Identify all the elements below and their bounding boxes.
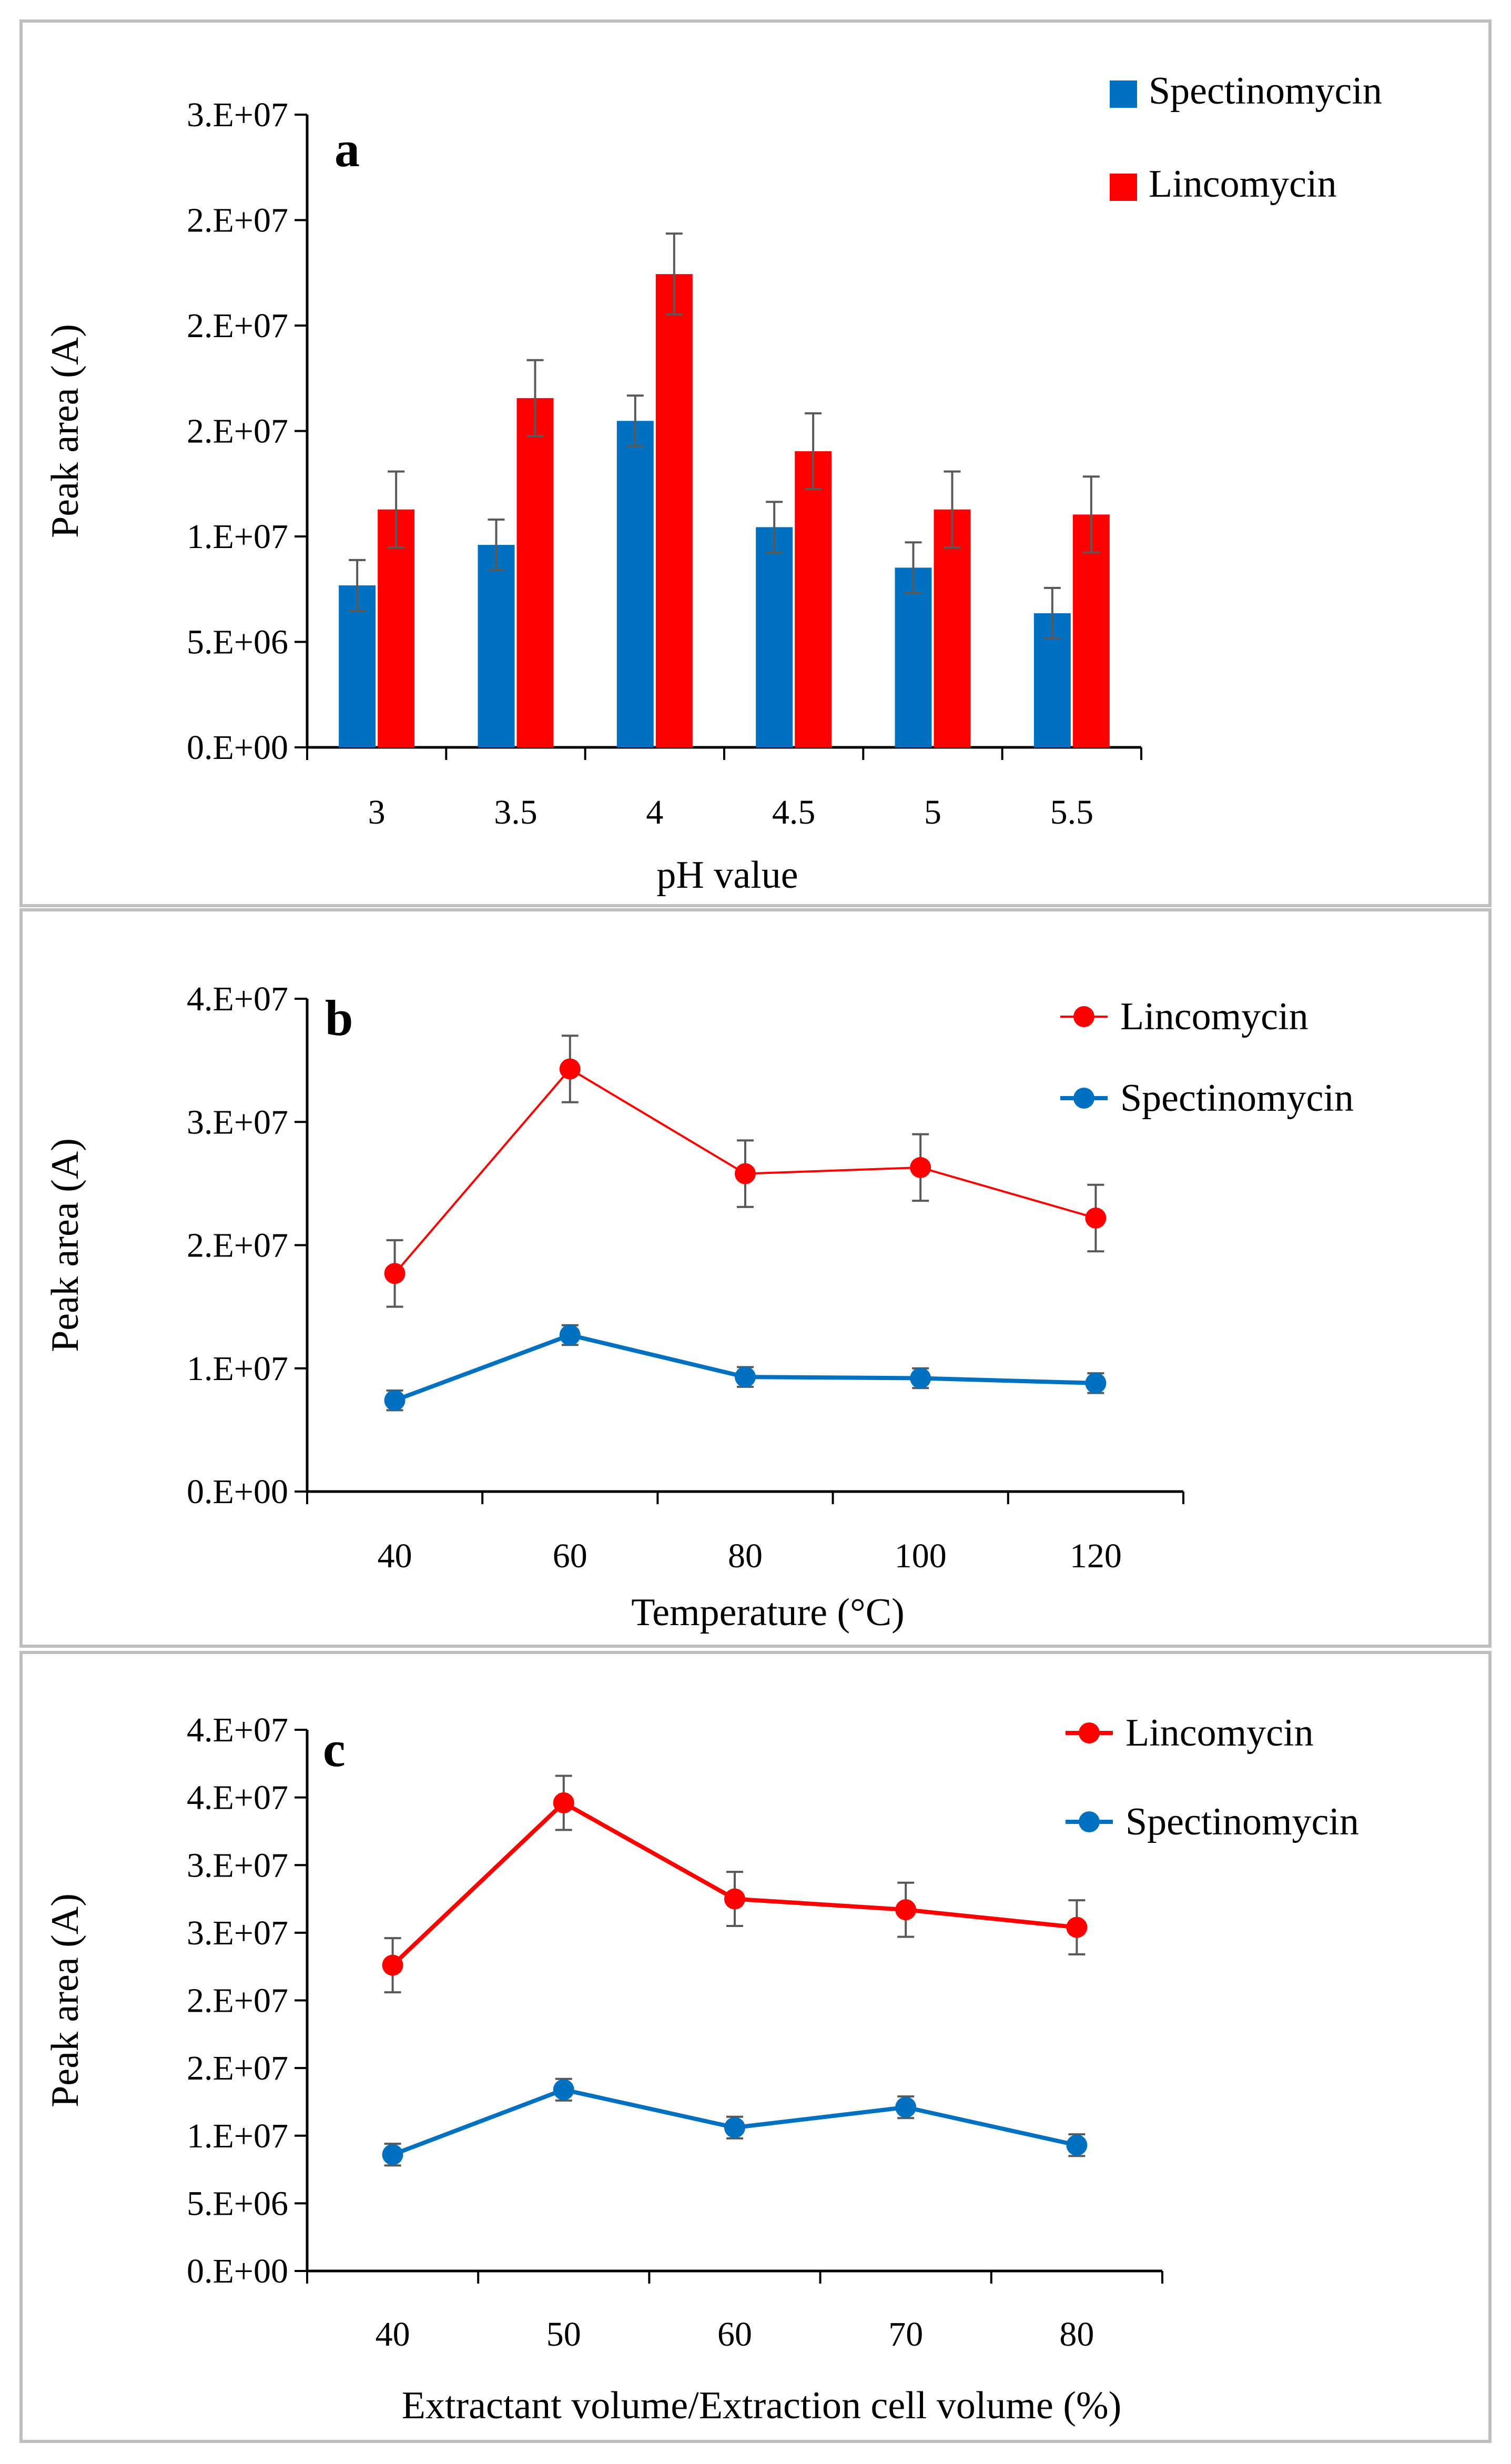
x-tick-label: 100	[895, 1537, 947, 1575]
point-spectinomycin	[382, 2144, 403, 2165]
x-tick-label: 60	[553, 1537, 587, 1575]
bar-spectinomycin	[616, 421, 654, 747]
legend-label: Spectinomycin	[1149, 69, 1382, 113]
y-tick-label: 3.E+07	[187, 96, 288, 134]
point-lincomycin	[382, 1954, 403, 1976]
chart-a: a 0.E+00 5.E+06 1.E+07 2.E+07 2.E+07 2.E+07 3.E…	[44, 69, 1382, 897]
bar-lincomycin	[655, 274, 693, 747]
y-tick-label: 5.E+06	[187, 2184, 288, 2223]
x-tick-label: 60	[717, 2315, 752, 2354]
bar-spectinomycin	[895, 567, 932, 747]
y-tick-label: 4.E+07	[187, 980, 288, 1018]
y-tick-label: 0.E+00	[187, 2252, 288, 2290]
point-lincomycin	[559, 1058, 581, 1080]
bar-spectinomycin	[478, 545, 515, 747]
x-tick-label: 70	[888, 2315, 923, 2354]
y-tick-label: 2.E+07	[187, 412, 288, 451]
legend-swatch	[1110, 174, 1137, 201]
x-tick-label: 80	[728, 1537, 763, 1575]
y-tick-label: 2.E+07	[187, 201, 288, 240]
point-lincomycin	[724, 1888, 745, 1910]
panel-letter: b	[325, 990, 353, 1046]
point-spectinomycin	[895, 2096, 917, 2118]
point-spectinomycin	[384, 1390, 405, 1411]
x-axis-label: Extractant volume/Extraction cell volume…	[402, 2384, 1122, 2427]
x-tick-label: 5.5	[1050, 793, 1094, 832]
bar-lincomycin	[934, 509, 971, 747]
point-lincomycin	[1085, 1207, 1107, 1229]
bar-lincomycin	[516, 398, 554, 747]
x-tick-label: 4	[646, 793, 663, 832]
y-tick-label: 0.E+00	[187, 728, 288, 767]
bar-spectinomycin	[756, 527, 793, 747]
x-tick-label: 50	[546, 2315, 581, 2354]
x-tick-label: 40	[378, 1537, 412, 1575]
panel-b-frame	[19, 908, 1492, 1648]
legend-marker	[1073, 1088, 1094, 1109]
y-tick-label: 3.E+07	[187, 1846, 288, 1884]
point-spectinomycin	[910, 1367, 931, 1389]
point-spectinomycin	[724, 2117, 745, 2138]
point-spectinomycin	[553, 2079, 574, 2101]
x-axis-label: pH value	[656, 854, 798, 897]
y-tick-label: 5.E+06	[187, 623, 288, 662]
y-tick-label: 4.E+07	[187, 1711, 288, 1749]
x-tick-label: 5	[924, 793, 941, 832]
x-tick-label: 80	[1059, 2315, 1094, 2354]
y-tick-label: 3.E+07	[187, 1914, 288, 1952]
legend-label: Spectinomycin	[1125, 1800, 1359, 1843]
panel-letter: c	[323, 1721, 346, 1777]
bar-spectinomycin	[339, 585, 376, 747]
y-tick-label: 2.E+07	[187, 307, 288, 345]
y-tick-label: 2.E+07	[187, 1226, 288, 1265]
x-tick-label: 40	[376, 2315, 410, 2354]
legend-marker	[1079, 1811, 1100, 1832]
x-tick-label: 120	[1070, 1537, 1122, 1575]
point-lincomycin	[384, 1263, 405, 1284]
panel-c-frame	[19, 1651, 1492, 2443]
y-tick-label: 2.E+07	[187, 1982, 288, 2020]
point-spectinomycin	[559, 1324, 581, 1346]
x-tick-label: 3.5	[494, 793, 538, 832]
legend-label: Lincomycin	[1120, 995, 1309, 1038]
legend-marker	[1079, 1722, 1100, 1743]
point-spectinomycin	[1066, 2134, 1088, 2156]
y-tick-label: 0.E+00	[187, 1473, 288, 1511]
x-tick-label: 3	[368, 793, 386, 832]
point-lincomycin	[895, 1899, 917, 1921]
x-tick-label: 4.5	[772, 793, 816, 832]
y-tick-label: 2.E+07	[187, 2049, 288, 2087]
point-lincomycin	[1066, 1917, 1088, 1938]
y-axis-label: Peak area (A)	[44, 324, 87, 538]
chart-b: b 0.E+00 1.E+07 2.E+07 3.E+07 4.E+07 Peak area…	[44, 980, 1354, 1634]
y-tick-label: 3.E+07	[187, 1103, 288, 1141]
y-axis-label: Peak area (A)	[44, 1138, 87, 1352]
point-lincomycin	[553, 1792, 574, 1813]
bar-lincomycin	[795, 451, 832, 747]
panel-letter: a	[334, 121, 360, 177]
legend-marker	[1073, 1006, 1094, 1027]
chart-c: c 0.E+00 5.E+06 1.E+07 2.E+07 2.E+07 3.E+07 3.E…	[44, 1711, 1359, 2427]
point-lincomycin	[910, 1157, 931, 1178]
legend-swatch	[1110, 80, 1137, 108]
point-spectinomycin	[1085, 1372, 1107, 1394]
legend-label: Lincomycin	[1149, 163, 1337, 206]
y-axis-label: Peak area (A)	[44, 1893, 87, 2107]
y-tick-label: 1.E+07	[187, 518, 288, 556]
y-tick-label: 1.E+07	[187, 2117, 288, 2155]
point-lincomycin	[735, 1163, 756, 1184]
bar-lincomycin	[378, 509, 415, 747]
legend-label: Lincomycin	[1125, 1711, 1314, 1755]
y-tick-label: 1.E+07	[187, 1350, 288, 1388]
x-axis-label: Temperature (°C)	[631, 1591, 905, 1634]
legend-label: Spectinomycin	[1120, 1077, 1354, 1120]
panel-a-frame	[19, 19, 1492, 907]
y-tick-label: 4.E+07	[187, 1779, 288, 1817]
point-spectinomycin	[735, 1366, 756, 1388]
